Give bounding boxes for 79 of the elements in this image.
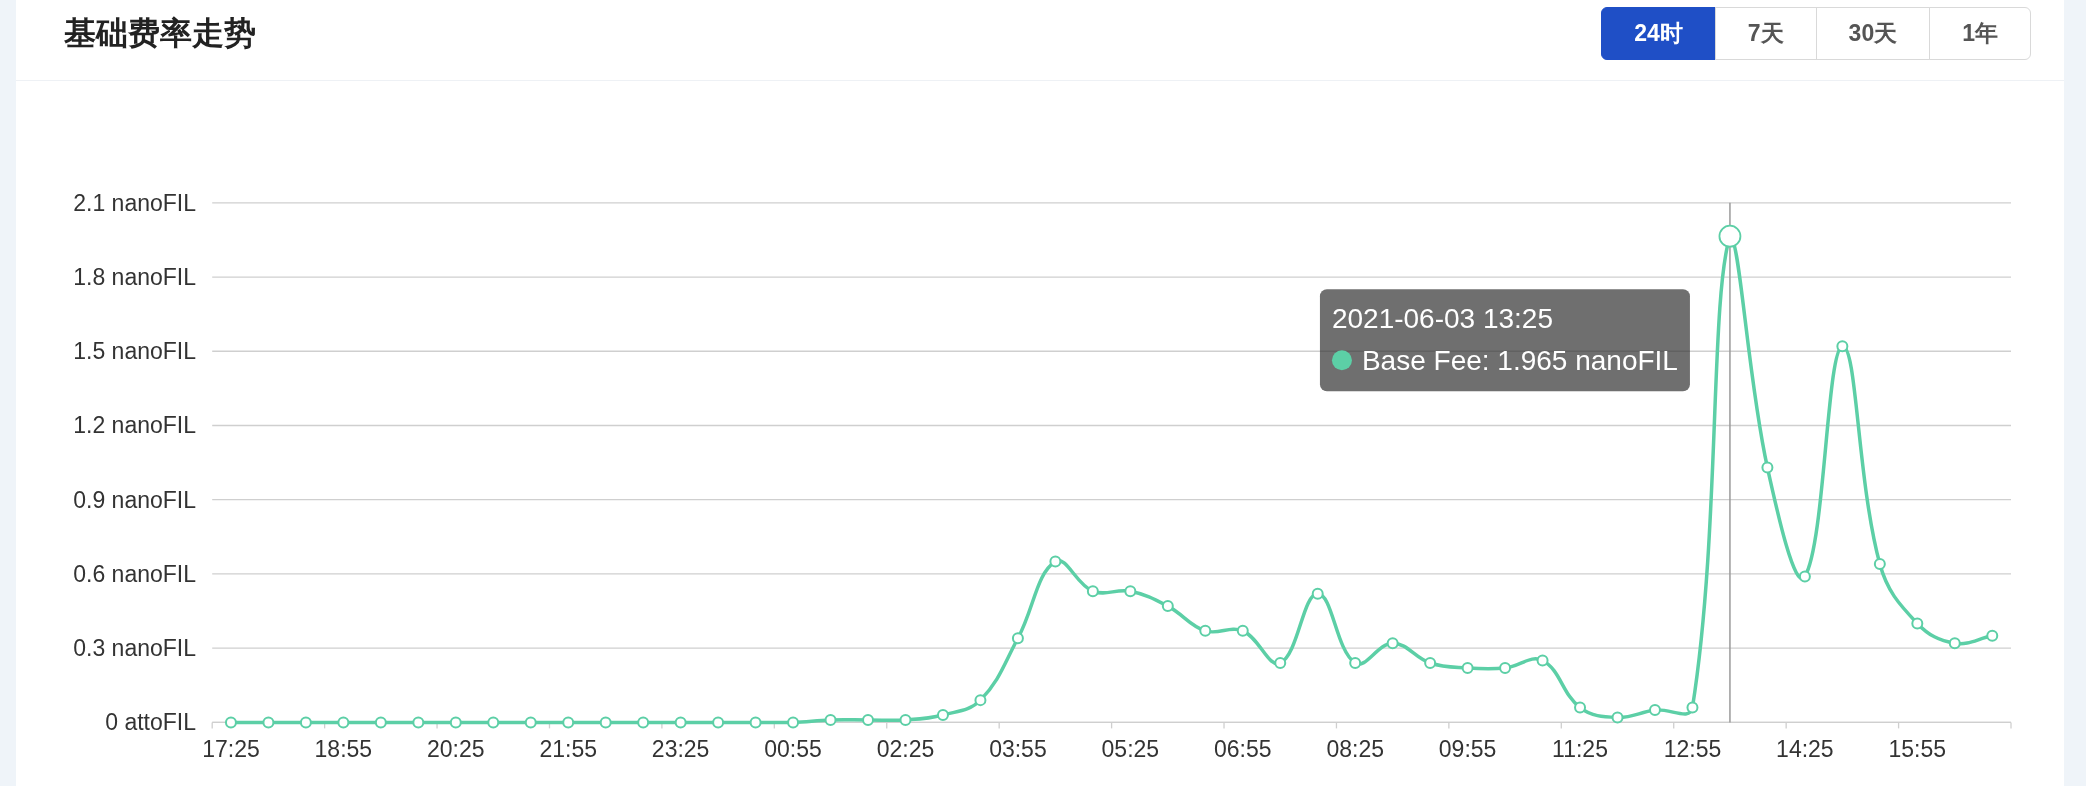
point xyxy=(1948,637,1961,650)
x-tick-label: 20:25 xyxy=(427,736,485,762)
y-tick-label: 0.3 nanoFIL xyxy=(73,635,197,662)
point xyxy=(1836,340,1849,353)
point xyxy=(299,716,312,729)
x-tick-label: 02:25 xyxy=(876,736,935,762)
x-tick-label: 05:25 xyxy=(1101,736,1160,762)
point xyxy=(599,716,612,729)
x-tick-label: 23:25 xyxy=(651,736,710,762)
range-button: 30天 xyxy=(1815,7,1931,60)
x-tick-label: 18:55 xyxy=(314,736,373,762)
point xyxy=(787,716,800,729)
point xyxy=(824,713,837,726)
point xyxy=(712,716,725,729)
point xyxy=(1011,632,1024,645)
range-button: 1年 xyxy=(1929,7,2031,60)
point xyxy=(1648,704,1661,717)
point xyxy=(374,716,387,729)
chart-title: 基础费率走势 xyxy=(64,14,256,53)
tooltip: 2021-06-03 13:25 Base Fee: 1.965 nanoFIL xyxy=(1319,289,1690,392)
point xyxy=(1986,629,1999,642)
point xyxy=(1499,661,1512,674)
x-tick-label: 06:55 xyxy=(1213,736,1272,762)
point xyxy=(1386,637,1399,650)
x-tick-label: 14:25 xyxy=(1776,736,1834,762)
x-tick-label: 11:25 xyxy=(1552,736,1608,762)
point xyxy=(562,716,575,729)
point xyxy=(749,716,762,729)
point xyxy=(1761,461,1774,474)
point xyxy=(1236,624,1249,637)
x-tick-label: 09:55 xyxy=(1438,736,1497,762)
point xyxy=(637,716,650,729)
point xyxy=(262,716,275,729)
point xyxy=(1536,654,1549,667)
y-tick-label: 0.9 nanoFIL xyxy=(73,486,197,513)
point xyxy=(1798,570,1811,583)
x-tick-label: 08:25 xyxy=(1326,736,1384,762)
point xyxy=(224,716,237,729)
x-tick-label: 15:55 xyxy=(1888,736,1947,762)
point xyxy=(487,716,500,729)
point xyxy=(1124,585,1137,598)
point xyxy=(1049,555,1062,568)
point xyxy=(1911,617,1924,630)
point xyxy=(1873,558,1886,571)
point xyxy=(1311,587,1324,600)
x-tick-label: 17:25 xyxy=(202,736,260,762)
annotation: 2021-06-03 13:25 xyxy=(1331,303,1554,335)
point xyxy=(1349,657,1362,670)
point xyxy=(412,716,425,729)
y-tick-label: 1.2 nanoFIL xyxy=(73,412,197,439)
x-tick-label: 21:55 xyxy=(539,736,597,762)
point xyxy=(1686,701,1699,714)
point xyxy=(1461,661,1474,674)
point xyxy=(974,694,987,707)
point xyxy=(1161,600,1174,613)
point xyxy=(674,716,687,729)
annotation: Base Fee: 1.965 nanoFIL xyxy=(1361,345,1678,377)
point xyxy=(1611,711,1624,724)
x-tick-label: 12:55 xyxy=(1663,736,1722,762)
y-tick-label: 2.1 nanoFIL xyxy=(73,189,197,216)
point xyxy=(337,716,350,729)
y-tick-label: 0 attoFIL xyxy=(105,709,197,736)
y-tick-label: 1.5 nanoFIL xyxy=(73,338,197,365)
point xyxy=(1086,585,1099,598)
point xyxy=(449,716,462,729)
x-tick-label: 03:55 xyxy=(989,736,1047,762)
point xyxy=(936,708,949,721)
point xyxy=(899,713,912,726)
point xyxy=(1424,657,1437,670)
x-tick-label: 00:55 xyxy=(764,736,822,762)
point xyxy=(1274,657,1287,670)
point xyxy=(862,713,875,726)
point xyxy=(524,716,537,729)
point xyxy=(1574,701,1587,714)
y-tick-label: 0.6 nanoFIL xyxy=(73,560,197,587)
y-tick-label: 1.8 nanoFIL xyxy=(73,264,197,291)
point xyxy=(1199,624,1212,637)
range-button: 7天 xyxy=(1714,7,1817,60)
range-button-selected: 24时 xyxy=(1601,7,1716,60)
